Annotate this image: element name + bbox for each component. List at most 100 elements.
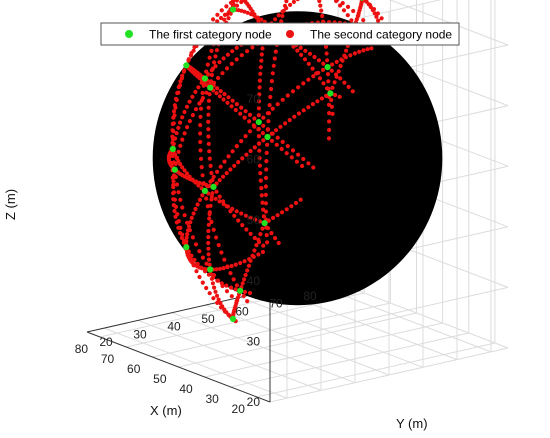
second-category-node <box>325 72 331 77</box>
second-category-node <box>256 113 261 118</box>
legend-marker-second <box>286 30 294 38</box>
second-category-node <box>228 167 233 172</box>
second-category-node <box>256 252 261 257</box>
second-category-node <box>260 46 265 51</box>
second-category-node <box>224 4 229 9</box>
second-category-node <box>234 144 239 149</box>
second-category-node <box>208 80 213 86</box>
second-category-node <box>258 71 263 76</box>
second-category-node <box>215 169 220 174</box>
second-category-node <box>195 202 200 207</box>
second-category-node <box>261 138 266 143</box>
second-category-node <box>260 131 265 136</box>
second-category-node <box>336 69 341 74</box>
second-category-node <box>230 98 235 103</box>
grid-line <box>137 319 322 391</box>
second-category-node <box>173 204 179 209</box>
second-category-node <box>264 233 269 238</box>
y-axis-label: Y (m) <box>396 416 428 431</box>
second-category-node <box>257 156 262 161</box>
second-category-node <box>218 164 223 169</box>
second-category-node <box>217 178 222 183</box>
grid-line <box>388 0 509 46</box>
y-tick-label: 40 <box>167 320 181 334</box>
second-category-node <box>240 281 245 286</box>
second-category-node <box>198 139 203 145</box>
second-category-node <box>170 140 175 145</box>
second-category-node <box>191 211 196 216</box>
first-category-node <box>171 166 178 173</box>
second-category-node <box>207 149 212 154</box>
second-category-node <box>326 86 331 91</box>
second-category-node <box>265 142 270 147</box>
second-category-node <box>208 179 213 184</box>
second-category-node <box>256 127 261 132</box>
second-category-node <box>267 103 272 108</box>
second-category-node <box>306 77 311 82</box>
second-category-node <box>270 71 275 76</box>
first-category-node <box>229 315 237 322</box>
second-category-node <box>234 298 239 304</box>
second-category-node <box>270 131 275 136</box>
second-category-node <box>185 232 190 237</box>
second-category-node <box>303 48 308 53</box>
second-category-node <box>174 97 179 103</box>
second-category-node <box>224 171 229 176</box>
second-category-node <box>266 119 271 124</box>
second-category-node <box>245 299 250 304</box>
second-category-node <box>211 174 216 179</box>
second-category-node <box>245 10 250 15</box>
second-category-node <box>218 301 223 306</box>
second-category-node <box>207 291 212 296</box>
first-category-node <box>255 119 262 126</box>
second-category-node <box>316 58 322 63</box>
second-category-node <box>337 94 342 99</box>
second-category-node <box>184 239 189 244</box>
second-category-node <box>185 228 191 233</box>
second-category-node <box>225 100 230 105</box>
second-category-node <box>307 51 313 56</box>
second-category-node <box>173 161 178 166</box>
second-category-node <box>269 86 274 92</box>
second-category-node <box>300 163 305 169</box>
second-category-node <box>298 197 303 202</box>
second-category-node <box>370 7 375 13</box>
second-category-node <box>212 285 217 290</box>
second-category-node <box>172 208 177 214</box>
second-category-node <box>206 72 211 77</box>
second-category-node <box>206 257 212 262</box>
second-category-node <box>209 197 214 202</box>
second-category-node <box>283 121 288 126</box>
second-category-node <box>261 207 266 212</box>
second-category-node <box>306 61 311 66</box>
z-tick-label: 70 <box>247 92 261 106</box>
second-category-node <box>214 267 219 272</box>
second-category-node <box>265 240 270 245</box>
second-category-node <box>222 17 227 22</box>
second-category-node <box>206 228 211 234</box>
second-category-node <box>173 174 178 180</box>
second-category-node <box>222 12 228 17</box>
z-tick-label: 40 <box>247 274 261 288</box>
second-category-node <box>316 70 321 75</box>
second-category-node <box>280 210 285 215</box>
second-category-node <box>232 213 237 218</box>
second-category-node <box>273 236 278 241</box>
second-category-node <box>275 213 280 218</box>
second-category-node <box>361 48 366 53</box>
second-category-node <box>357 49 362 54</box>
second-category-node <box>224 283 229 288</box>
second-category-node <box>252 116 257 121</box>
second-category-node <box>276 13 281 18</box>
second-category-node <box>338 3 343 8</box>
second-category-node <box>178 120 183 125</box>
second-category-node <box>190 177 195 182</box>
second-category-node <box>180 232 185 237</box>
second-category-node <box>188 220 193 225</box>
second-category-node <box>242 115 247 120</box>
first-category-node <box>261 220 268 227</box>
second-category-node <box>326 79 331 84</box>
second-category-node <box>263 175 269 181</box>
second-category-node <box>338 63 343 69</box>
second-category-node <box>369 46 374 51</box>
